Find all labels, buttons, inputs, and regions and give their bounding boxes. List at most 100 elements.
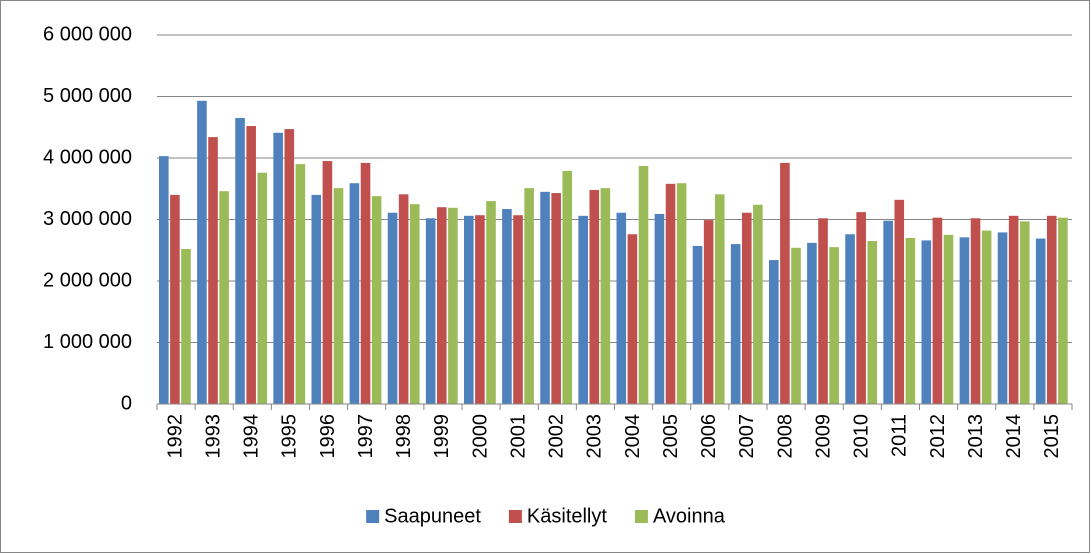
x-tick-label: 2009	[812, 414, 834, 459]
x-tick-label: 2012	[927, 414, 949, 459]
y-tick-label: 5 000 000	[43, 85, 132, 107]
legend-label: Saapuneet	[384, 505, 481, 527]
bar	[867, 241, 878, 404]
x-tick-label: 1992	[164, 414, 186, 459]
legend-swatch	[634, 510, 648, 523]
bar	[829, 247, 839, 404]
bar	[349, 183, 360, 404]
y-tick-label: 0	[121, 392, 132, 414]
bar	[311, 194, 322, 404]
legend-swatch	[366, 510, 380, 523]
bar	[818, 218, 828, 404]
x-tick-label: 2005	[660, 414, 682, 459]
x-tick-label: 2000	[469, 414, 491, 459]
bar	[769, 260, 779, 404]
bar	[654, 213, 665, 404]
bar	[959, 237, 970, 404]
bar	[322, 161, 333, 404]
bar	[562, 170, 573, 404]
bar	[676, 183, 687, 404]
x-tick-label: 2004	[622, 414, 644, 459]
bar	[997, 232, 1008, 404]
bar	[398, 194, 409, 404]
bar	[409, 204, 420, 404]
bar	[436, 207, 447, 404]
bar	[753, 204, 763, 404]
bar	[170, 194, 180, 404]
bar	[589, 189, 600, 404]
bar	[970, 218, 981, 404]
x-tick-label: 2003	[584, 414, 606, 459]
legend-swatch	[508, 510, 522, 523]
bar	[692, 245, 703, 404]
bar	[513, 215, 523, 404]
bar	[208, 137, 218, 404]
x-tick-label: 2014	[1003, 414, 1025, 459]
bar	[295, 164, 306, 404]
bar	[730, 244, 741, 404]
y-tick-label: 1 000 000	[43, 331, 132, 353]
bar	[714, 194, 725, 404]
x-tick-label: 2015	[1041, 414, 1063, 459]
bar	[246, 126, 256, 405]
x-tick-label: 2006	[698, 414, 720, 459]
bar	[333, 188, 344, 404]
bar	[856, 212, 866, 404]
bar	[425, 218, 436, 404]
bar	[578, 215, 588, 404]
bar	[1035, 238, 1046, 404]
bar	[197, 100, 207, 405]
bar	[807, 242, 817, 404]
bar	[257, 172, 268, 404]
bar	[981, 230, 992, 404]
bar	[502, 209, 512, 404]
bar	[665, 183, 676, 404]
bar	[845, 234, 855, 404]
x-tick-label: 2001	[507, 414, 529, 459]
bar	[943, 234, 954, 404]
x-tick-label: 1993	[202, 414, 224, 459]
bar	[1008, 215, 1019, 404]
bar	[360, 162, 371, 404]
bar	[1046, 215, 1057, 404]
bar	[1019, 221, 1030, 404]
bar	[791, 247, 801, 404]
bar	[921, 240, 932, 404]
bar	[905, 237, 916, 404]
bar	[159, 156, 169, 404]
bar	[273, 132, 283, 404]
legend-label: Käsitellyt	[527, 505, 607, 527]
y-tick-label: 4 000 000	[43, 146, 132, 168]
bar	[883, 220, 893, 404]
bar	[932, 217, 943, 404]
y-tick-label: 6 000 000	[43, 23, 132, 45]
bar	[524, 188, 534, 404]
x-tick-label: 2013	[965, 414, 987, 459]
bar	[780, 162, 790, 404]
x-tick-label: 2008	[774, 414, 796, 459]
bar	[600, 188, 611, 404]
bar	[540, 191, 550, 404]
bar	[371, 196, 382, 404]
bar	[181, 249, 191, 404]
bar	[464, 215, 474, 404]
bar	[448, 207, 458, 404]
bar	[616, 212, 627, 404]
bar	[475, 215, 485, 404]
legend-label: Avoinna	[653, 505, 726, 527]
x-tick-label: 2010	[851, 414, 873, 459]
bar	[284, 129, 295, 404]
y-tick-label: 2 000 000	[43, 269, 132, 291]
x-tick-label: 2011	[889, 414, 911, 457]
x-tick-label: 2007	[736, 414, 758, 459]
x-tick-label: 1994	[241, 414, 263, 459]
bar	[741, 212, 752, 404]
bar	[638, 165, 649, 404]
bar	[627, 234, 638, 404]
bar	[703, 220, 714, 404]
x-tick-label: 1995	[279, 414, 301, 459]
bar	[235, 118, 245, 405]
x-tick-label: 2002	[546, 414, 568, 459]
x-tick-label: 1998	[393, 414, 415, 459]
